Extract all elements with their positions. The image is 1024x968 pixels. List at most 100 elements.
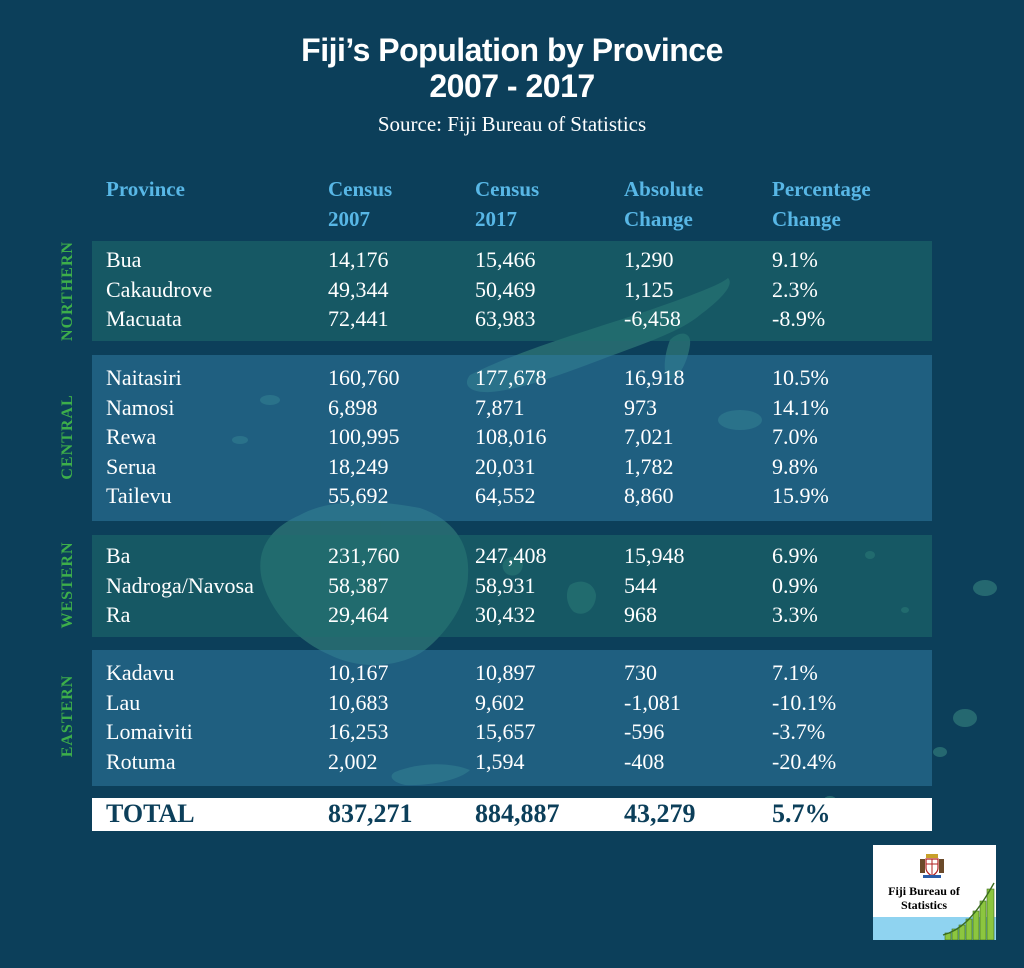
cell-census-2007: 18,249: [328, 454, 389, 479]
cell-census-2017: 58,931: [475, 573, 536, 598]
cell-province: Ra: [106, 602, 131, 627]
header-census-2017: Census 2017: [475, 174, 539, 234]
cell-census-2017: 247,408: [475, 543, 547, 568]
cell-absolute-change: 16,918: [624, 365, 685, 390]
cell-percentage-change: 2.3%: [772, 277, 818, 302]
cell-province: Bua: [106, 247, 142, 272]
cell-census-2017: 64,552: [475, 483, 536, 508]
cell-census-2017: 108,016: [475, 424, 547, 449]
cell-absolute-change: 1,290: [624, 247, 674, 272]
cell-absolute-change: -408: [624, 749, 665, 774]
logo-graphic: [873, 882, 996, 940]
cell-census-2017: 50,469: [475, 277, 536, 302]
cell-province: Macuata: [106, 306, 182, 331]
total-census-2007: 837,271: [328, 799, 413, 828]
header-percentage-change-line1: Percentage: [772, 177, 871, 201]
header-census-2007-line2: 2007: [328, 207, 370, 231]
header-percentage-change: Percentage Change: [772, 174, 871, 234]
cell-percentage-change: -10.1%: [772, 690, 837, 715]
header-province-line1: Province: [106, 177, 185, 201]
cell-census-2007: 10,167: [328, 660, 389, 685]
region-label-eastern-text: EASTERN: [59, 674, 76, 758]
cell-absolute-change: 968: [624, 602, 657, 627]
cell-absolute-change: 7,021: [624, 424, 674, 449]
header-absolute-change-line2: Change: [624, 207, 693, 231]
total-percentage-change: 5.7%: [772, 799, 831, 828]
cell-census-2007: 14,176: [328, 247, 389, 272]
cell-percentage-change: 6.9%: [772, 543, 818, 568]
chart-source: Source: Fiji Bureau of Statistics: [377, 112, 647, 136]
cell-province: Tailevu: [106, 483, 172, 508]
cell-province: Namosi: [106, 395, 175, 420]
cell-percentage-change: -3.7%: [772, 719, 826, 744]
cell-province: Cakaudrove: [106, 277, 213, 302]
cell-percentage-change: 15.9%: [772, 483, 829, 508]
cell-census-2017: 9,602: [475, 690, 525, 715]
cell-census-2017: 20,031: [475, 454, 536, 479]
cell-percentage-change: 0.9%: [772, 573, 818, 598]
cell-province: Lau: [106, 690, 141, 715]
cell-census-2017: 177,678: [475, 365, 547, 390]
cell-percentage-change: 3.3%: [772, 602, 818, 627]
cell-census-2007: 49,344: [328, 277, 389, 302]
cell-absolute-change: 1,125: [624, 277, 674, 302]
cell-province: Serua: [106, 454, 157, 479]
cell-province: Lomaiviti: [106, 719, 193, 744]
chart-title: Fiji’s Population by Province: [301, 32, 723, 68]
cell-census-2017: 1,594: [475, 749, 525, 774]
cell-census-2017: 63,983: [475, 306, 536, 331]
cell-census-2017: 7,871: [475, 395, 525, 420]
header-census-2017-line2: 2017: [475, 207, 517, 231]
total-row-bar: [92, 798, 932, 831]
cell-census-2007: 10,683: [328, 690, 389, 715]
cell-census-2017: 30,432: [475, 602, 536, 627]
logo-text-line1: Fiji Bureau of: [888, 884, 960, 898]
cell-percentage-change: -8.9%: [772, 306, 826, 331]
cell-percentage-change: 14.1%: [772, 395, 829, 420]
cell-province: Nadroga/Navosa: [106, 573, 254, 598]
header-absolute-change: Absolute Change: [624, 174, 703, 234]
cell-absolute-change: 15,948: [624, 543, 685, 568]
cell-percentage-change: 10.5%: [772, 365, 829, 390]
cell-province: Rotuma: [106, 749, 176, 774]
cell-absolute-change: 973: [624, 395, 657, 420]
cell-census-2007: 2,002: [328, 749, 378, 774]
cell-census-2007: 58,387: [328, 573, 389, 598]
cell-absolute-change: -1,081: [624, 690, 681, 715]
cell-percentage-change: 9.8%: [772, 454, 818, 479]
header-census-2007-line1: Census: [328, 177, 393, 201]
logo-text-line2: Statistics: [901, 898, 947, 912]
cell-census-2007: 29,464: [328, 602, 389, 627]
cell-percentage-change: -20.4%: [772, 749, 837, 774]
cell-census-2007: 55,692: [328, 483, 389, 508]
cell-province: Naitasiri: [106, 365, 182, 390]
cell-province: Rewa: [106, 424, 157, 449]
cell-percentage-change: 7.1%: [772, 660, 818, 685]
cell-census-2007: 6,898: [328, 395, 378, 420]
cell-census-2007: 160,760: [328, 365, 400, 390]
total-census-2017: 884,887: [475, 799, 560, 828]
region-band-northern: [92, 241, 932, 341]
cell-province: Kadavu: [106, 660, 175, 685]
cell-census-2007: 100,995: [328, 424, 400, 449]
cell-percentage-change: 7.0%: [772, 424, 818, 449]
region-band-eastern: [92, 650, 932, 786]
cell-census-2017: 15,657: [475, 719, 536, 744]
header-census-2017-line1: Census: [475, 177, 540, 201]
cell-census-2017: 15,466: [475, 247, 536, 272]
region-band-central: [92, 355, 932, 521]
coat-of-arms-icon: [920, 854, 944, 878]
cell-absolute-change: 1,782: [624, 454, 674, 479]
header-census-2007: Census 2007: [328, 174, 392, 234]
region-label-western-text: WESTERN: [59, 541, 76, 629]
cell-percentage-change: 9.1%: [772, 247, 818, 272]
total-label: TOTAL: [106, 799, 195, 828]
cell-census-2007: 231,760: [328, 543, 400, 568]
logo-text: Fiji Bureau of Statistics: [879, 884, 969, 912]
region-band-western: [92, 535, 932, 637]
cell-province: Ba: [106, 543, 131, 568]
cell-absolute-change: 730: [624, 660, 657, 685]
header-province: Province: [106, 174, 185, 204]
chart-title-years: 2007 - 2017: [429, 68, 595, 104]
cell-census-2007: 16,253: [328, 719, 389, 744]
